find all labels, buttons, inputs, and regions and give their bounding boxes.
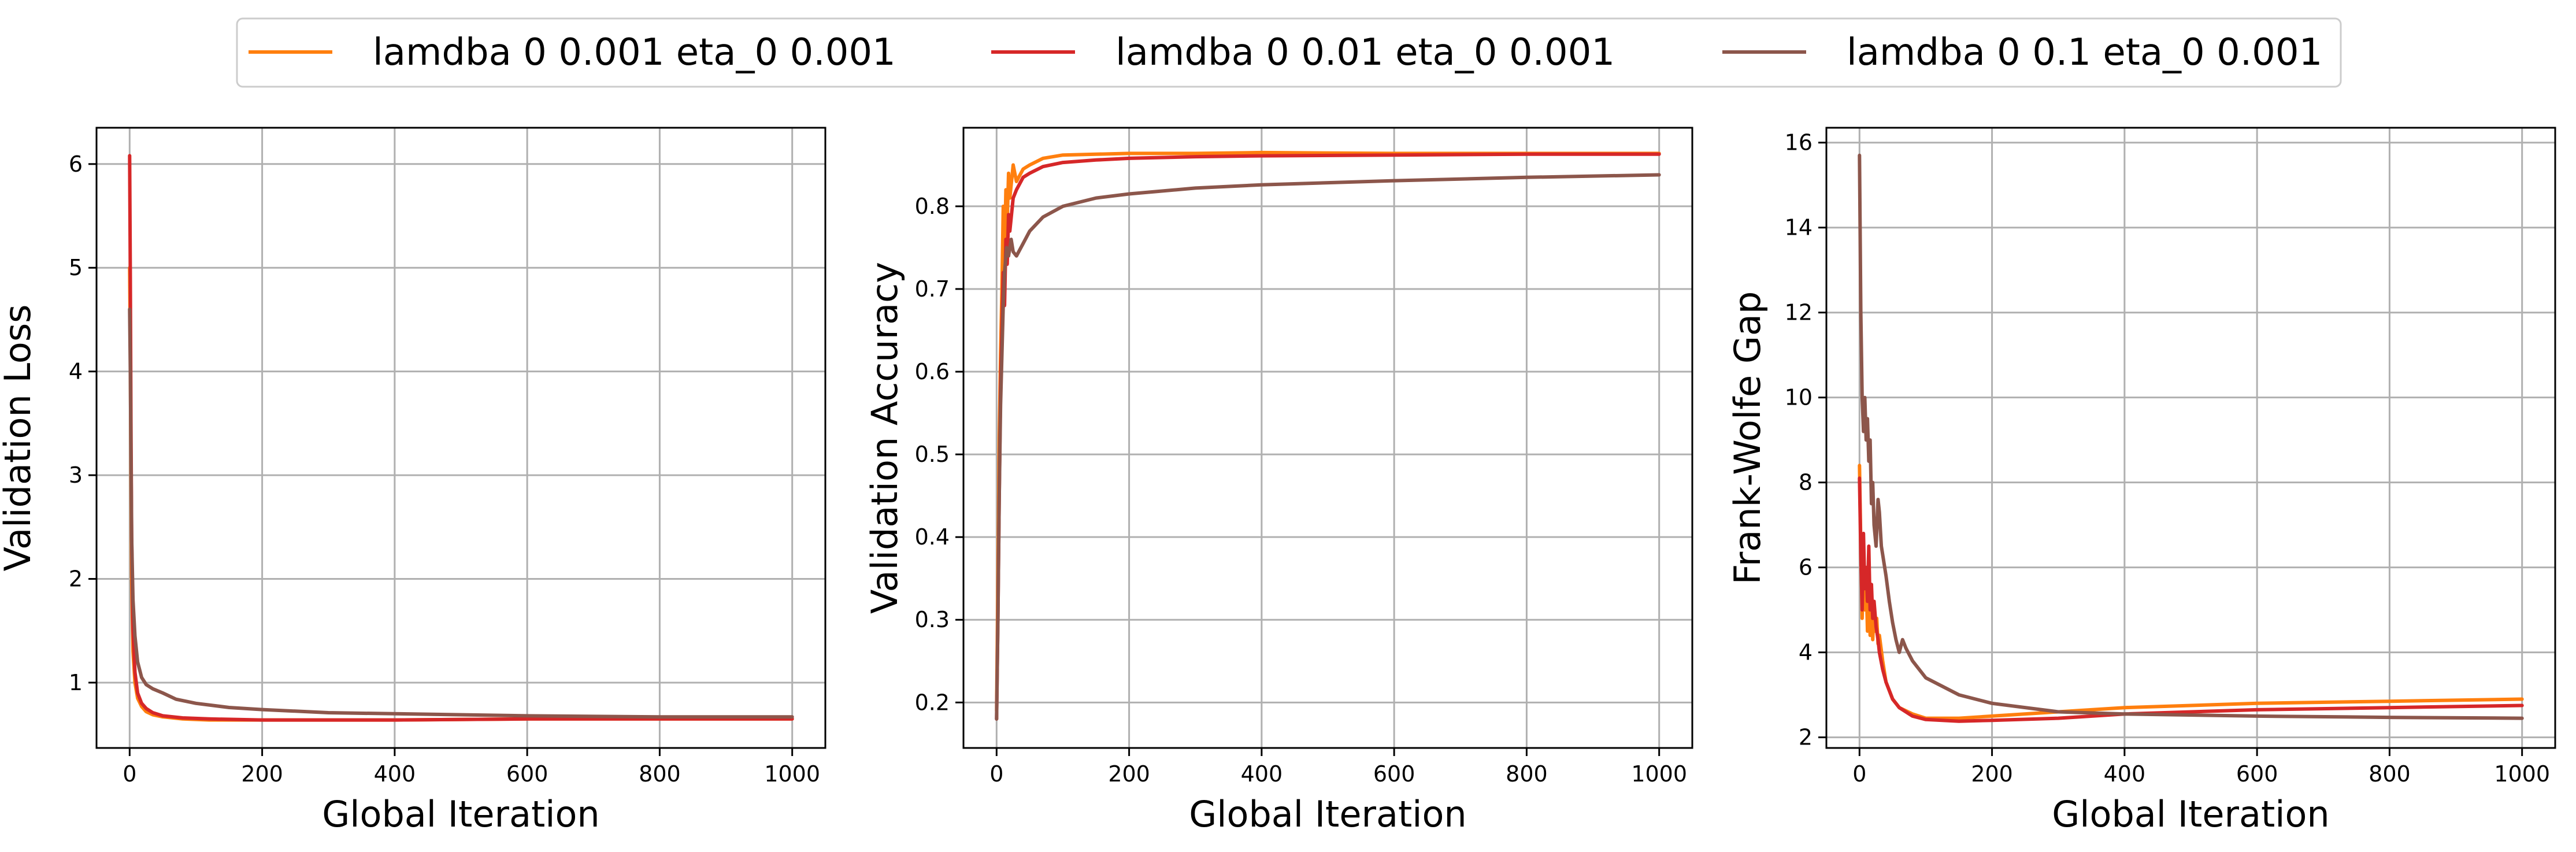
- frank-wolfe-gap-chart: 0 200 400 600 800 1000 2 4 6 8 10 12 14 16 Global Iter…: [1726, 127, 2556, 835]
- x-tick-label: 600: [2236, 761, 2278, 787]
- legend-entry: lamdba 0 0.1 eta_0 0.001: [1847, 31, 2322, 74]
- x-tick-label: 400: [2104, 761, 2146, 787]
- series-line-1: [1858, 476, 2524, 723]
- y-tick-label: 6: [69, 151, 83, 177]
- y-tick-label: 2: [69, 566, 83, 592]
- legend: lamdba 0 0.001 eta_0 0.001 lamdba 0 0.01 …: [236, 17, 2342, 88]
- x-tick-label: 400: [1241, 761, 1283, 787]
- y-tick-label: 0.5: [915, 442, 950, 467]
- series-line-1: [995, 152, 1661, 721]
- x-tick-label: 1000: [1631, 761, 1687, 787]
- y-tick-label: 0.6: [915, 359, 950, 384]
- y-tick-label: 6: [1799, 555, 1813, 580]
- y-tick-label: 0.2: [915, 690, 950, 715]
- x-axis-title: Global Iteration: [1189, 793, 1466, 835]
- x-axis-title: Global Iteration: [322, 793, 599, 835]
- x-tick-label: 200: [1971, 761, 2013, 787]
- y-tick-label: 16: [1785, 130, 1813, 155]
- x-tick-label: 400: [374, 761, 416, 787]
- series-line-0: [128, 266, 794, 722]
- series-line-2: [1858, 153, 2524, 720]
- x-tick-label: 1000: [2494, 761, 2550, 787]
- x-tick-label: 800: [1506, 761, 1548, 787]
- y-tick-label: 5: [69, 255, 83, 280]
- y-tick-label: 0.8: [915, 194, 950, 219]
- legend-frame: [236, 17, 2342, 88]
- legend-entry: lamdba 0 0.001 eta_0 0.001: [373, 31, 896, 74]
- plot-frame: [95, 127, 826, 749]
- series-line-0: [995, 150, 1661, 713]
- y-axis-title: Validation Accuracy: [863, 262, 906, 614]
- validation-accuracy-chart: 0 200 400 600 800 1000 0.2 0.3 0.4 0.5 0.6 0.7 0.8 Gl…: [863, 127, 1693, 835]
- plot-frame: [962, 127, 1693, 749]
- series-line-2: [128, 308, 794, 719]
- x-tick-label: 800: [2369, 761, 2411, 787]
- legend-entry: lamdba 0 0.01 eta_0 0.001: [1115, 31, 1615, 74]
- x-tick-label: 1000: [764, 761, 820, 787]
- x-tick-label: 0: [1852, 761, 1866, 787]
- x-axis-title: Global Iteration: [2052, 793, 2329, 835]
- y-tick-label: 10: [1785, 385, 1813, 410]
- y-tick-label: 1: [69, 670, 83, 695]
- y-tick-label: 2: [1799, 725, 1813, 750]
- x-tick-label: 600: [1373, 761, 1415, 787]
- y-tick-label: 12: [1785, 300, 1813, 325]
- y-tick-label: 0.4: [915, 524, 950, 550]
- x-tick-label: 200: [241, 761, 283, 787]
- plot-frame: [1825, 127, 2556, 749]
- y-axis-title: Validation Loss: [0, 305, 39, 572]
- y-tick-label: 14: [1785, 215, 1813, 240]
- validation-loss-chart: 0 200 400 600 800 1000 1 2 3 4 5 6 Global Iteration V…: [0, 127, 826, 835]
- y-tick-label: 8: [1799, 470, 1813, 495]
- x-tick-label: 800: [639, 761, 681, 787]
- y-tick-label: 0.3: [915, 607, 950, 632]
- series-line-1: [128, 154, 794, 722]
- y-tick-label: 0.7: [915, 276, 950, 302]
- series-line-0: [1858, 464, 2524, 720]
- x-tick-label: 200: [1108, 761, 1150, 787]
- y-tick-label: 4: [1799, 640, 1813, 665]
- x-tick-label: 0: [989, 761, 1003, 787]
- y-tick-label: 3: [69, 462, 83, 488]
- x-tick-label: 600: [506, 761, 548, 787]
- y-axis-title: Frank-Wolfe Gap: [1726, 291, 1769, 585]
- y-tick-label: 4: [69, 359, 83, 384]
- series-line-2: [995, 173, 1661, 721]
- x-tick-label: 0: [123, 761, 136, 787]
